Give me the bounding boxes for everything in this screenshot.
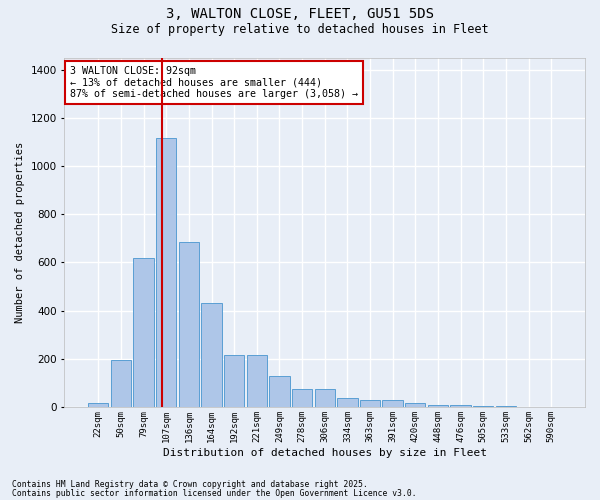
Bar (382, 400, 403, 407)
Bar (405, 404, 425, 407)
Bar (314, 389, 335, 407)
Bar (269, 376, 290, 407)
Bar (111, 360, 131, 407)
Text: Size of property relative to detached houses in Fleet: Size of property relative to detached ho… (111, 22, 489, 36)
Bar (133, 258, 154, 407)
Bar (202, 304, 221, 407)
Text: 3, WALTON CLOSE, FLEET, GU51 5DS: 3, WALTON CLOSE, FLEET, GU51 5DS (166, 8, 434, 22)
Y-axis label: Number of detached properties: Number of detached properties (15, 142, 25, 323)
Text: Contains public sector information licensed under the Open Government Licence v3: Contains public sector information licen… (12, 489, 416, 498)
X-axis label: Distribution of detached houses by size in Fleet: Distribution of detached houses by size … (163, 448, 487, 458)
Bar (156, 138, 176, 407)
Bar (428, 404, 448, 407)
Bar (247, 355, 267, 407)
Text: Contains HM Land Registry data © Crown copyright and database right 2025.: Contains HM Land Registry data © Crown c… (12, 480, 368, 489)
Bar (292, 389, 312, 407)
Bar (360, 400, 380, 407)
Bar (224, 355, 244, 407)
Bar (179, 242, 199, 407)
Bar (473, 406, 493, 407)
Text: 3 WALTON CLOSE: 92sqm
← 13% of detached houses are smaller (444)
87% of semi-det: 3 WALTON CLOSE: 92sqm ← 13% of detached … (70, 66, 358, 100)
Bar (337, 398, 358, 407)
Bar (496, 406, 516, 407)
Bar (451, 404, 471, 407)
Bar (88, 404, 109, 407)
